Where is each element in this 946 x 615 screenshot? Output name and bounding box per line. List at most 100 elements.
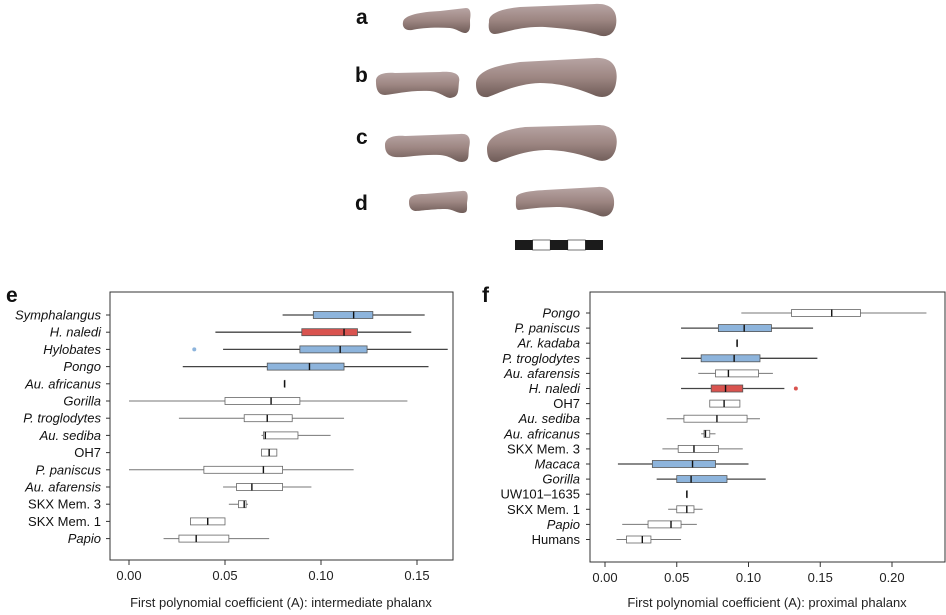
proximal-phalanx-c bbox=[487, 125, 617, 163]
intermediate-phalanx-a bbox=[402, 8, 471, 33]
x-tick-label: 0.00 bbox=[592, 570, 617, 585]
category-label: Papio bbox=[68, 531, 101, 546]
category-label: Ar. kadaba bbox=[517, 336, 580, 351]
box bbox=[266, 362, 345, 371]
category-label: Au. africanus bbox=[503, 426, 580, 441]
plot-frame bbox=[589, 291, 946, 563]
category-label: Au. sediba bbox=[39, 428, 101, 443]
box bbox=[710, 384, 744, 393]
box-row: Au. afarensis bbox=[24, 480, 312, 495]
box-row: Symphalangus bbox=[15, 308, 425, 323]
photo-label-b: b bbox=[355, 64, 368, 87]
category-label: P. troglodytes bbox=[502, 351, 580, 366]
outlier-point bbox=[192, 347, 197, 352]
category-label: P. paniscus bbox=[514, 321, 580, 336]
photo-label-c: c bbox=[356, 126, 368, 149]
box-row: Pongo bbox=[63, 359, 429, 374]
category-label: SKX Mem. 1 bbox=[28, 514, 101, 529]
box-row: Pongo bbox=[542, 306, 927, 321]
x-axis-label: First polynomial coefficient (A): interm… bbox=[130, 595, 432, 610]
photo-label-a: a bbox=[356, 6, 368, 29]
category-label: Humans bbox=[532, 532, 581, 547]
box bbox=[203, 465, 284, 474]
box-row: Ar. kadaba bbox=[517, 336, 738, 351]
box-row: SKX Mem. 3 bbox=[28, 497, 249, 512]
box bbox=[791, 309, 861, 317]
category-label: SKX Mem. 1 bbox=[507, 502, 580, 517]
box-row: Gorilla bbox=[63, 394, 408, 409]
category-label: Pongo bbox=[63, 359, 101, 374]
category-label: OH7 bbox=[553, 396, 580, 411]
box-row: Au. africanus bbox=[24, 376, 286, 391]
category-label: H. naledi bbox=[50, 325, 102, 340]
box-row: Gorilla bbox=[542, 472, 766, 487]
intermediate-phalanx-c bbox=[385, 133, 470, 162]
category-label: Au. africanus bbox=[24, 376, 101, 391]
x-tick-label: 0.15 bbox=[808, 570, 833, 585]
intermediate-phalanx-b bbox=[375, 71, 460, 98]
intermediate-phalanx-d bbox=[409, 190, 468, 213]
category-label: Papio bbox=[547, 517, 580, 532]
scale-bar bbox=[515, 239, 603, 251]
box bbox=[238, 500, 247, 509]
photo-label-d: d bbox=[355, 192, 368, 215]
category-label: Macaca bbox=[534, 457, 580, 472]
category-label: P. paniscus bbox=[35, 462, 101, 477]
phalanx-photos: a b c d bbox=[355, 3, 617, 251]
box-row: P. troglodytes bbox=[23, 411, 345, 426]
x-axis-label: First polynomial coefficient (A): proxim… bbox=[627, 595, 907, 610]
box-row: SKX Mem. 1 bbox=[28, 514, 226, 529]
box bbox=[715, 369, 759, 378]
box-row: SKX Mem. 1 bbox=[507, 502, 703, 517]
box-row: Papio bbox=[68, 531, 270, 546]
box bbox=[676, 475, 728, 484]
box-row: P. troglodytes bbox=[502, 351, 818, 366]
box-row: Humans bbox=[532, 532, 682, 547]
category-label: H. naledi bbox=[529, 381, 581, 396]
box bbox=[677, 444, 719, 453]
box bbox=[700, 354, 761, 363]
x-tick-label: 0.15 bbox=[404, 568, 429, 583]
box bbox=[709, 399, 741, 408]
box-row: H. naledi bbox=[50, 325, 412, 340]
category-label: Au. afarensis bbox=[24, 480, 101, 495]
box bbox=[626, 535, 652, 544]
box-row: Au. sediba bbox=[518, 411, 760, 426]
x-tick-label: 0.10 bbox=[308, 568, 333, 583]
category-label: Hylobates bbox=[43, 342, 101, 357]
category-label: SKX Mem. 3 bbox=[28, 497, 101, 512]
category-label: OH7 bbox=[74, 445, 101, 460]
panel-label-e: e bbox=[6, 284, 18, 307]
outlier-point bbox=[793, 386, 798, 391]
box bbox=[243, 414, 293, 423]
box bbox=[301, 328, 358, 337]
proximal-phalanx-b bbox=[476, 57, 617, 98]
category-label: Gorilla bbox=[542, 472, 580, 487]
box-row: SKX Mem. 3 bbox=[507, 441, 743, 456]
box-row: Hylobates bbox=[43, 342, 448, 357]
box-row: OH7 bbox=[74, 445, 278, 460]
category-label: Pongo bbox=[542, 306, 580, 321]
category-label: Au. sediba bbox=[518, 411, 580, 426]
box-row: P. paniscus bbox=[514, 321, 814, 336]
category-label: UW101–1635 bbox=[501, 487, 581, 502]
category-label: Au. afarensis bbox=[503, 366, 580, 381]
box-row: Au. africanus bbox=[503, 426, 716, 441]
box bbox=[651, 460, 716, 468]
box bbox=[717, 324, 772, 333]
x-tick-label: 0.10 bbox=[736, 570, 761, 585]
category-label: P. troglodytes bbox=[23, 411, 101, 426]
box-row: H. naledi bbox=[529, 381, 798, 396]
proximal-phalanx-d bbox=[515, 186, 615, 217]
box-row: Au. sediba bbox=[39, 428, 331, 443]
x-tick-label: 0.00 bbox=[116, 568, 141, 583]
proximal-phalanx-a bbox=[488, 3, 617, 37]
box bbox=[703, 429, 711, 438]
category-label: Symphalangus bbox=[15, 308, 101, 323]
x-tick-label: 0.05 bbox=[212, 568, 237, 583]
plot-frame bbox=[109, 291, 454, 561]
x-tick-label: 0.05 bbox=[664, 570, 689, 585]
box-row: Macaca bbox=[534, 457, 749, 472]
box-row: Au. afarensis bbox=[503, 366, 773, 381]
